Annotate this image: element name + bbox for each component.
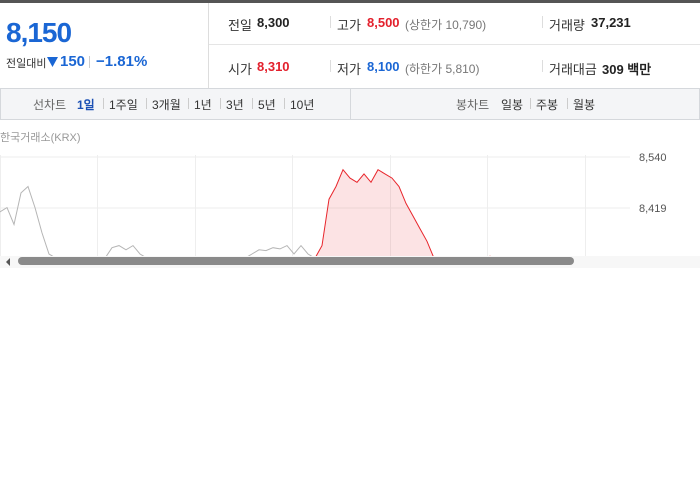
value: 8,100: [367, 59, 400, 74]
value: 8,310: [257, 59, 290, 74]
limit: (상한가 10,790): [405, 18, 487, 32]
period-tab[interactable]: 3개월: [152, 98, 181, 112]
price: 8,150: [6, 17, 72, 48]
change-rate: −1.81%: [96, 53, 148, 70]
candle-tab[interactable]: 일봉: [501, 98, 524, 112]
label: 저가: [337, 62, 361, 77]
sep: [188, 98, 189, 109]
candle-tab[interactable]: 월봉: [573, 98, 596, 112]
period-tab[interactable]: 10년: [290, 98, 315, 112]
limit: (하한가 5,810): [405, 62, 480, 76]
value: 37,231: [591, 15, 631, 30]
sep: [284, 98, 285, 109]
sep: [103, 98, 104, 109]
divider: [208, 3, 209, 88]
label: 전일: [228, 18, 252, 33]
divider: [209, 44, 700, 45]
candle-tab[interactable]: 주봉: [536, 98, 559, 112]
y-tick-label: 8,419: [639, 203, 667, 215]
sep: [146, 98, 147, 109]
sep: [220, 98, 221, 109]
period-tab[interactable]: 5년: [258, 98, 276, 112]
sep: [542, 60, 543, 72]
sep: [530, 98, 531, 109]
change-label: 전일대비: [6, 58, 47, 70]
period-tab[interactable]: 1주일: [109, 98, 138, 112]
divider: [350, 89, 351, 119]
line: [0, 185, 314, 257]
label: 거래대금: [549, 62, 597, 77]
area-fill: [315, 169, 434, 257]
source: 한국거래소(KRX): [0, 131, 81, 144]
sep: [542, 16, 543, 28]
tab-label: 봉차트: [456, 98, 490, 112]
top-border: [0, 0, 700, 3]
period-tab[interactable]: 1년: [194, 98, 212, 112]
period-tab[interactable]: 1일: [77, 98, 95, 112]
scroll-thumb: [18, 257, 574, 265]
change: 150: [60, 53, 86, 70]
chart: 한국거래소(KRX) 8,540 8,419: [0, 131, 700, 268]
tab-label: 선차트: [33, 98, 67, 112]
y-tick-label: 8,540: [639, 152, 667, 164]
label: 거래량: [549, 18, 585, 33]
value: 8,300: [257, 15, 290, 30]
value: 309 백만: [602, 62, 652, 77]
sep: [252, 98, 253, 109]
scroll-left: [6, 258, 10, 266]
sep: [89, 56, 90, 68]
sep: [567, 98, 568, 109]
sep: [330, 60, 331, 72]
value: 8,500: [367, 15, 400, 30]
label: 시가: [228, 62, 252, 77]
sep: [330, 16, 331, 28]
down-arrow: [47, 57, 58, 67]
label: 고가: [337, 18, 361, 33]
period-tab[interactable]: 3년: [226, 98, 244, 112]
plot: [0, 168, 491, 257]
